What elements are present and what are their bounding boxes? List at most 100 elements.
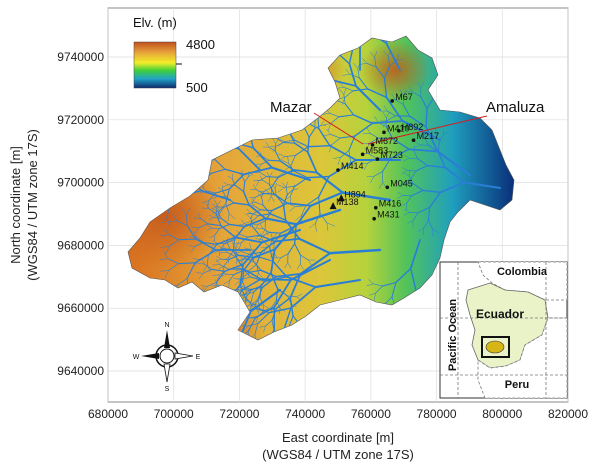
river-segment [374,57,377,68]
river-segment [335,99,346,105]
river-segment [277,169,295,178]
river-segment [214,279,219,286]
river-segment [250,303,256,307]
river-segment [253,205,261,211]
river-segment [216,200,221,206]
river-segment [262,192,269,195]
river-segment [282,194,288,206]
river-segment [413,151,419,160]
river-segment [211,285,219,287]
river-segment [326,222,329,232]
river-segment [284,165,292,171]
station-marker [385,185,390,190]
river-segment [176,220,188,227]
river-segment [356,1,362,4]
river-segment [331,137,341,146]
river-segment [188,245,196,247]
river-segment [399,89,404,96]
river-segment [305,196,320,207]
river-segment [274,150,281,162]
station-label: H892 [402,122,424,132]
station-marker [373,205,378,210]
river-segment [369,52,375,58]
river-segment [240,219,245,224]
river-segment [296,296,302,301]
river-segment [443,131,449,135]
river-segment [406,195,412,204]
river-segment [186,208,190,216]
elevation-legend: Elv. (m) 4800 500 [133,15,215,95]
river-segment [397,192,404,196]
river-segment [262,179,270,185]
river-segment [195,238,217,251]
river-segment [403,157,410,162]
river-segment [234,184,245,193]
river-segment [282,141,296,144]
river-segment [399,179,405,184]
river-segment [400,203,407,207]
river-segment [292,169,318,174]
x-tick-label: 700000 [154,407,194,421]
river-segment [189,236,197,238]
river-segment [326,128,332,135]
river-segment [207,223,222,227]
station-marker [390,99,395,103]
inset-basin-location [485,340,505,354]
river-segment [244,212,251,215]
river-segment [248,174,253,177]
river-segment [366,88,388,99]
river-segment [270,196,275,202]
river-segment [348,62,357,87]
station-label: M410 [387,123,410,133]
river-segment [203,241,218,245]
river-segment [328,144,357,161]
river-segment [294,139,309,148]
y-tick-label: 9720000 [57,113,104,127]
station-markers: M67M410H892M217M672M583M723M414M045H894M… [329,92,439,221]
river-segment [277,172,285,178]
river-segment [328,248,382,255]
river-segment [240,310,252,336]
river-segment [402,0,405,6]
river-segment [237,147,261,171]
river-segment [219,252,228,254]
river-segment [186,214,188,227]
river-segment [414,141,421,146]
river-segment [201,258,205,265]
station-label: M045 [390,178,413,188]
river-segment [264,229,269,236]
station-marker [382,130,386,135]
river-segment [363,163,368,170]
river-segment [160,270,169,272]
river-segment [260,233,263,241]
river-segment [258,256,274,262]
river-segment [239,284,247,300]
river-segment [249,288,282,313]
river-segment [270,231,273,239]
y-tick-label: 9660000 [57,301,104,315]
river-segment [257,193,262,198]
station-marker [329,202,337,210]
river-segment [254,306,275,319]
river-segment [239,234,249,238]
river-segment [428,191,442,209]
river-segment [410,267,417,291]
river-segment [168,234,180,241]
river-segment [368,293,376,296]
legend-colorbar [133,41,177,89]
river-segment [212,264,221,266]
river-segment [268,231,282,234]
station-label: M416 [379,199,402,209]
compass-w: W [133,354,140,361]
river-segment [353,62,359,69]
river-segment [198,223,209,229]
river-segment [287,262,292,269]
river-segment [242,268,262,280]
river-segment [417,81,422,88]
river-segment [422,189,442,193]
dam-label-mazar: Mazar [270,99,312,116]
inset-study-area-box [481,336,510,358]
river-segment [214,228,220,236]
river-segment [225,188,230,205]
